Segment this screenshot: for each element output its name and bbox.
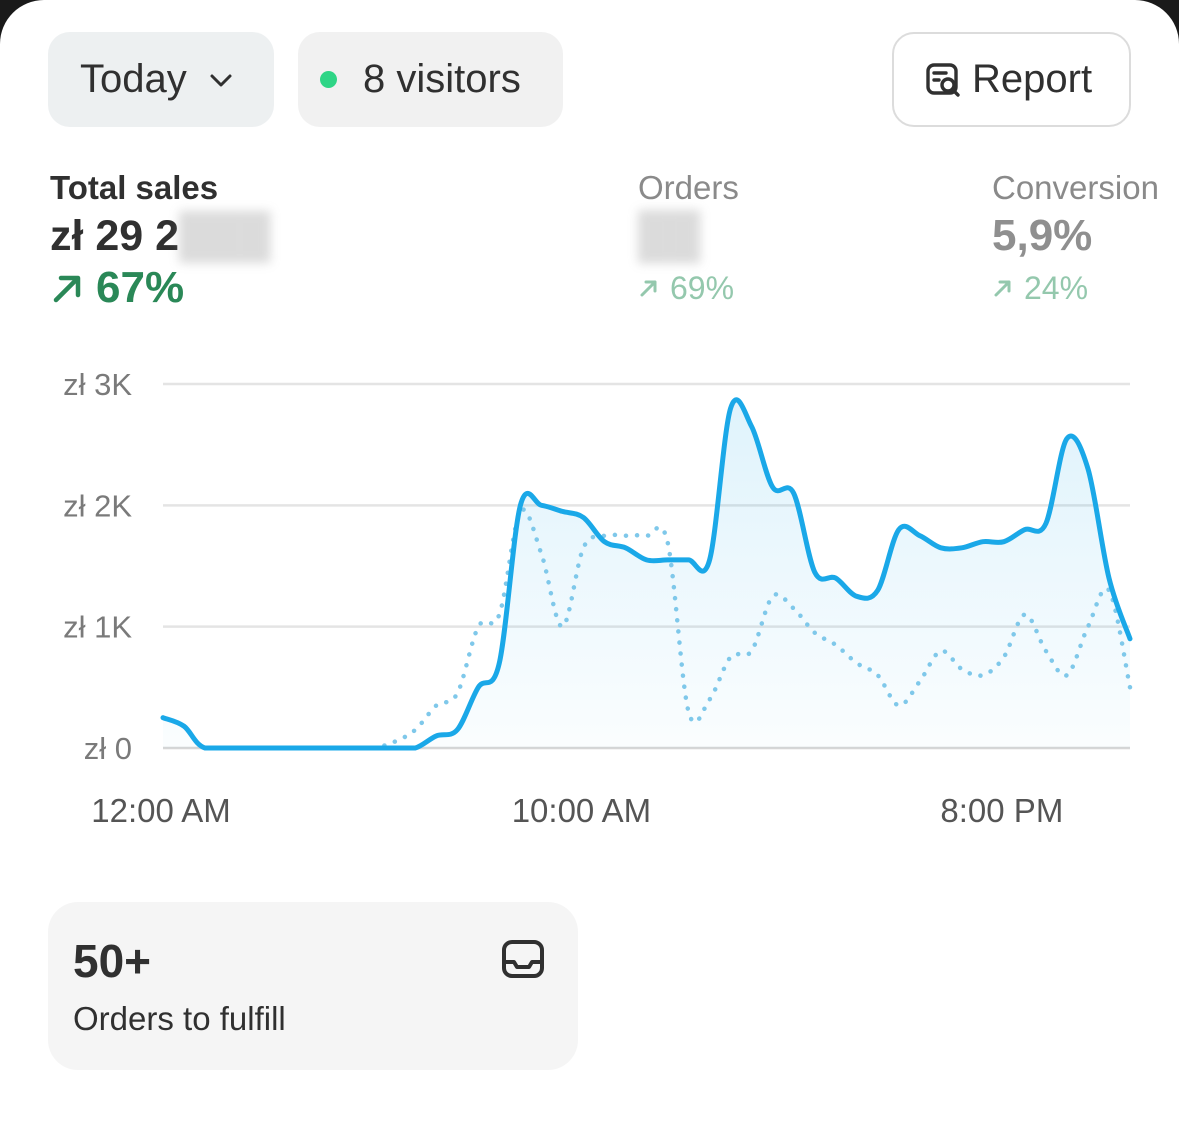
fulfill-count: 50+ [73,935,152,987]
redacted-value: ███ [179,212,271,260]
y-tick-label: zł 2K [63,488,132,523]
metric-delta: 69% [638,264,739,312]
metric-label: Total sales [50,169,219,206]
arrow-up-right-icon [994,280,1011,297]
metric-delta: 67% [50,264,271,312]
fulfill-label: Orders to fulfill [73,1000,286,1037]
report-button[interactable]: Report [892,32,1131,127]
arrow-up-right-icon [53,275,81,303]
x-tick-label: 8:00 PM [940,792,1063,829]
metric-value: 5,9% [992,211,1093,260]
metric-value: zł 29 2 [50,212,180,260]
metric-label: Conversion [992,169,1159,206]
y-tick-label: zł 1K [63,610,132,645]
metric-label: Orders [638,169,739,206]
inbox-icon [502,940,544,978]
report-label: Report [972,57,1093,101]
date-filter-button[interactable]: Today [48,32,274,127]
visitors-label: 8 visitors [363,57,521,101]
metric-delta-value: 67% [96,263,185,312]
orders-to-fulfill-card[interactable]: 50+ Orders to fulfill [48,902,578,1070]
report-search-icon [926,62,960,97]
chevron-down-icon [210,74,232,86]
y-tick-label: zł 0 [84,731,132,766]
redacted-value: ██ [638,211,701,260]
metric-delta-value: 24% [1024,270,1089,306]
metric-conversion[interactable]: Conversion 5,9% 24% [992,168,1159,312]
live-dot-icon [320,71,337,88]
metric-value-wrap: ██ [638,208,739,264]
arrow-up-right-icon [640,280,657,297]
x-tick-label: 10:00 AM [512,792,651,829]
y-tick-label: zł 3K [63,367,132,402]
current-period-line [160,397,1133,751]
metric-total-sales[interactable]: Total sales zł 29 2███ 67% [50,168,271,312]
live-visitors-badge[interactable]: 8 visitors [298,32,563,127]
current-series-area [163,399,1130,748]
sales-line-chart[interactable]: zł 0 zł 1K zł 2K zł 3K 12:00 AM 10:00 AM 8:00… [0,360,1179,840]
metric-orders[interactable]: Orders ██ 69% [638,168,739,312]
date-filter-label: Today [80,57,187,101]
x-tick-label: 12:00 AM [91,792,230,829]
metric-delta: 24% [992,264,1159,312]
metric-value-wrap: zł 29 2███ [50,208,271,264]
metric-delta-value: 69% [670,270,735,306]
